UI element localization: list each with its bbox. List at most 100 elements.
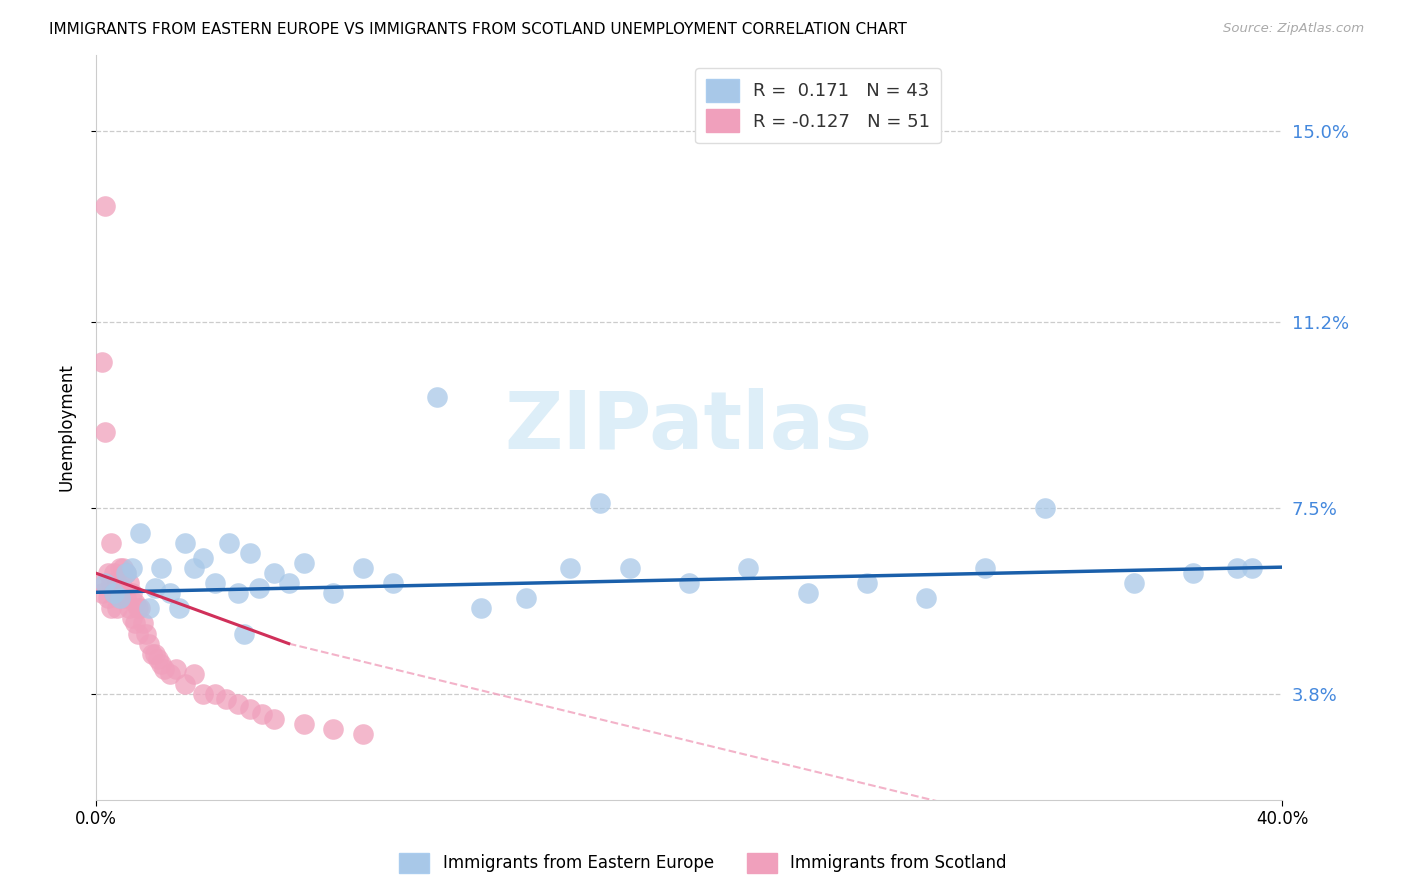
Point	[263, 712, 285, 726]
Point	[1241, 561, 1264, 575]
Point	[159, 666, 181, 681]
Point	[159, 586, 181, 600]
Point	[97, 591, 120, 606]
Text: ZIPatlas: ZIPatlas	[505, 388, 873, 467]
Point	[228, 586, 250, 600]
Point	[121, 561, 143, 575]
Point	[228, 697, 250, 711]
Point	[352, 561, 374, 575]
Point	[174, 536, 197, 550]
Point	[165, 662, 187, 676]
Point	[129, 601, 152, 615]
Point	[1122, 576, 1144, 591]
Legend: R =  0.171   N = 43, R = -0.127   N = 51: R = 0.171 N = 43, R = -0.127 N = 51	[695, 68, 941, 144]
Point	[619, 561, 641, 575]
Point	[974, 561, 997, 575]
Point	[108, 591, 131, 606]
Point	[1226, 561, 1249, 575]
Point	[124, 596, 146, 610]
Point	[292, 556, 315, 570]
Point	[105, 576, 128, 591]
Point	[183, 666, 205, 681]
Point	[132, 616, 155, 631]
Point	[100, 536, 122, 550]
Point	[381, 576, 404, 591]
Point	[91, 586, 114, 600]
Point	[91, 355, 114, 369]
Point	[103, 586, 125, 600]
Text: Source: ZipAtlas.com: Source: ZipAtlas.com	[1223, 22, 1364, 36]
Point	[470, 601, 492, 615]
Point	[796, 586, 818, 600]
Point	[124, 616, 146, 631]
Point	[100, 576, 122, 591]
Point	[143, 647, 166, 661]
Point	[105, 601, 128, 615]
Point	[678, 576, 700, 591]
Point	[250, 706, 273, 721]
Point	[204, 687, 226, 701]
Point	[143, 582, 166, 596]
Point	[117, 601, 139, 615]
Point	[191, 551, 214, 566]
Point	[322, 586, 344, 600]
Point	[138, 601, 160, 615]
Point	[167, 601, 190, 615]
Point	[94, 425, 117, 440]
Point	[915, 591, 938, 606]
Point	[141, 647, 163, 661]
Point	[204, 576, 226, 591]
Point	[94, 199, 117, 213]
Point	[191, 687, 214, 701]
Point	[94, 576, 117, 591]
Point	[138, 637, 160, 651]
Point	[114, 591, 136, 606]
Legend: Immigrants from Eastern Europe, Immigrants from Scotland: Immigrants from Eastern Europe, Immigran…	[392, 847, 1014, 880]
Point	[560, 561, 582, 575]
Point	[148, 651, 170, 665]
Point	[103, 586, 125, 600]
Point	[153, 662, 176, 676]
Point	[135, 626, 157, 640]
Point	[183, 561, 205, 575]
Point	[121, 586, 143, 600]
Point	[111, 582, 134, 596]
Point	[322, 722, 344, 736]
Point	[108, 591, 131, 606]
Point	[856, 576, 879, 591]
Point	[121, 611, 143, 625]
Point	[117, 576, 139, 591]
Point	[218, 536, 240, 550]
Point	[589, 496, 612, 510]
Point	[87, 576, 110, 591]
Point	[233, 626, 256, 640]
Point	[100, 601, 122, 615]
Point	[174, 677, 197, 691]
Point	[1033, 500, 1056, 515]
Point	[150, 561, 173, 575]
Point	[239, 546, 262, 560]
Point	[247, 582, 270, 596]
Point	[108, 561, 131, 575]
Point	[103, 566, 125, 581]
Point	[277, 576, 299, 591]
Point	[127, 626, 149, 640]
Point	[1182, 566, 1205, 581]
Point	[515, 591, 537, 606]
Point	[215, 692, 238, 706]
Point	[97, 566, 120, 581]
Y-axis label: Unemployment: Unemployment	[58, 363, 75, 491]
Point	[426, 390, 449, 404]
Point	[114, 566, 136, 581]
Point	[127, 601, 149, 615]
Point	[150, 657, 173, 671]
Point	[114, 566, 136, 581]
Point	[263, 566, 285, 581]
Point	[111, 561, 134, 575]
Point	[352, 727, 374, 741]
Point	[292, 717, 315, 731]
Point	[239, 702, 262, 716]
Point	[129, 525, 152, 540]
Text: IMMIGRANTS FROM EASTERN EUROPE VS IMMIGRANTS FROM SCOTLAND UNEMPLOYMENT CORRELAT: IMMIGRANTS FROM EASTERN EUROPE VS IMMIGR…	[49, 22, 907, 37]
Point	[737, 561, 759, 575]
